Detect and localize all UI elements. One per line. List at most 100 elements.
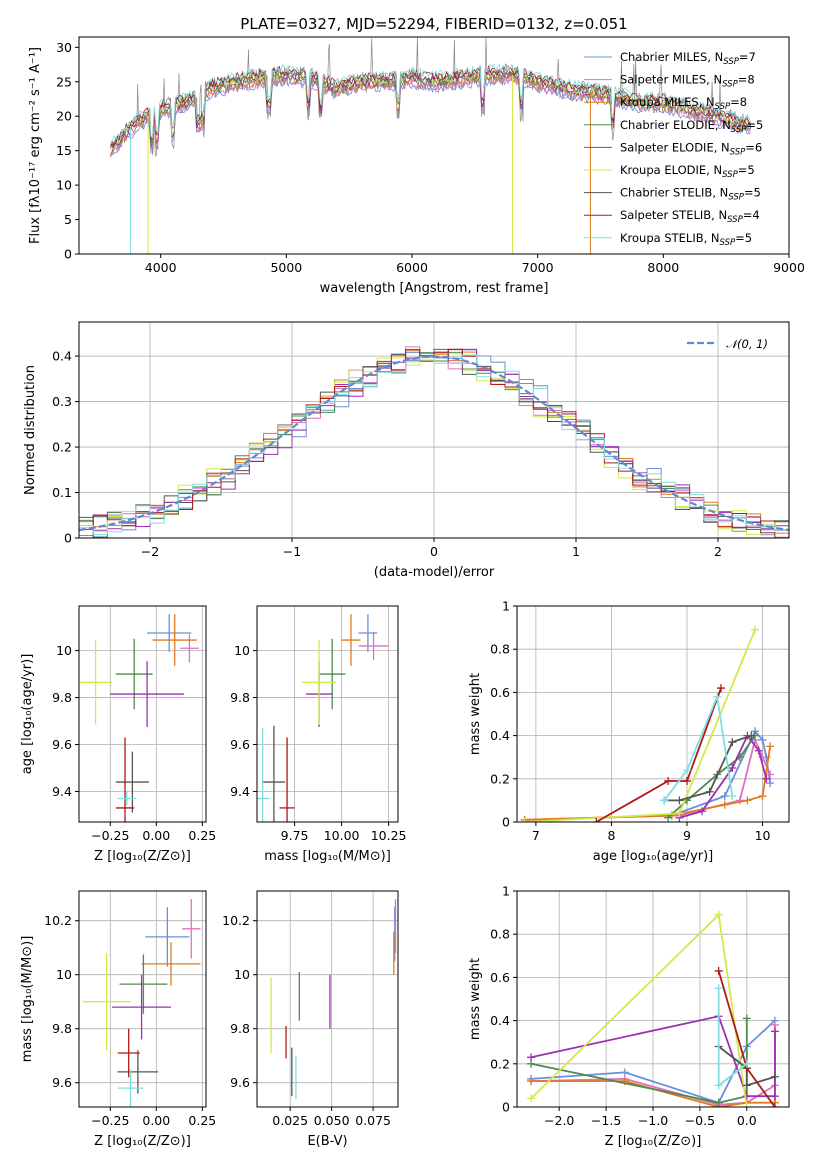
data-point (714, 1081, 723, 1090)
data-point (527, 1094, 536, 1103)
data-point (675, 809, 684, 818)
x-axis-label: E(B-V) (307, 1134, 347, 1149)
y-tick-label: 25 (56, 74, 72, 89)
y-tick-label: 0.2 (490, 771, 510, 786)
plot-area-mass-vs-Z (82, 899, 201, 1107)
data-point (705, 787, 714, 796)
model-spectrum-chabrier-elodie (110, 71, 752, 155)
panel-mass-vs-Z: −0.25 0.00 0.25 9.6 9.8 10 10.2 Z [log₁₀(Z/Z⊙)]… (20, 890, 216, 1149)
y-tick-label: 9.6 (230, 737, 250, 752)
y-tick-label: 0 (502, 1100, 510, 1115)
y-axis-label: mass [log₁₀(M/M⊙)] (20, 936, 35, 1063)
plot-area-age-vs-Z (79, 614, 199, 822)
data-point (770, 1092, 779, 1101)
y-axis-label: mass weight (468, 958, 483, 1040)
x-tick-label: 10.25 (371, 828, 407, 843)
data-point (728, 764, 737, 772)
errorbar-chabrier-stelib (117, 1050, 159, 1094)
panel-age-vs-Z: −0.25 0.00 0.25 9.4 9.6 9.8 10 Z [log₁₀(Z/Z⊙)] a… (20, 605, 216, 864)
x-tick-label: 0 (430, 544, 438, 559)
y-tick-label: 1 (502, 599, 510, 614)
x-axis-label: mass [log₁₀(M/M⊙)] (264, 849, 391, 864)
x-tick-label: −2 (141, 544, 159, 559)
y-tick-label: 9.8 (52, 690, 72, 705)
data-point (714, 966, 723, 975)
panel-age-vs-mass: 9.75 10.00 10.25 9.4 9.6 9.8 10 mass [log₁₀(M/M… (230, 605, 407, 864)
errorbar-salpeter-stelib (115, 737, 135, 822)
x-tick-label: 9.75 (281, 828, 309, 843)
legend-entry: Chabrier STELIB, NSSP=5 (620, 186, 761, 203)
errorbar-salpeter-elodie (110, 661, 184, 727)
y-axis-label: Normed distribution (23, 365, 38, 495)
x-tick-label: 0.075 (355, 1113, 391, 1128)
series-kroupa-miles (520, 742, 775, 822)
x-tick-label: 10 (755, 828, 771, 843)
y-tick-label: 0.3 (52, 394, 72, 409)
panel-mass-vs-EBV: 0.025 0.050 0.075 9.6 9.8 10 10.2 E(B-V) (222, 890, 399, 1149)
errorbar-salpeter-stelib (117, 1028, 140, 1078)
axes-frame (256, 890, 399, 1108)
data-point (664, 776, 673, 785)
axes-frame (256, 605, 399, 823)
errorbar-salpeter-stelib (279, 737, 295, 822)
x-tick-label: 0.0 (737, 1113, 757, 1128)
x-tick-label: −0.25 (91, 1113, 129, 1128)
legend-entry: Salpeter ELODIE, NSSP=6 (620, 140, 762, 157)
y-tick-label: 9.6 (52, 1075, 72, 1090)
legend-entry: Chabrier ELODIE, NSSP=5 (620, 118, 763, 135)
legend-entry: Kroupa ELODIE, NSSP=5 (620, 163, 755, 180)
series-kroupa-stelib (714, 984, 751, 1090)
model-spectrum-kroupa-stelib (110, 63, 752, 142)
x-tick-label: 0.050 (314, 1113, 350, 1128)
x-axis-label: Z [log₁₀(Z/Z⊙)] (94, 849, 191, 864)
series-salpeter-elodie (675, 731, 771, 822)
series-chabrier-stelib (660, 731, 756, 805)
x-tick-label: 9 (683, 828, 691, 843)
series-salpeter-miles (520, 735, 775, 822)
y-tick-label: 9.6 (230, 1075, 250, 1090)
y-tick-label: 0.4 (490, 1013, 510, 1028)
axes-frame (78, 36, 790, 255)
panel-weight-vs-Z: −2.0 −1.5 −1.0 −0.5 0.0 0 0.2 0.4 0.6 0.8 1 Z [log₁… (468, 884, 790, 1149)
x-tick-label: −0.5 (685, 1113, 715, 1128)
series-salpeter-stelib (714, 966, 779, 1107)
legend-entry: Salpeter STELIB, NSSP=4 (620, 208, 760, 225)
x-tick-label: 7 (532, 828, 540, 843)
data-point (742, 1081, 751, 1090)
y-tick-label: 9.8 (230, 1021, 250, 1036)
y-tick-label: 0 (64, 247, 72, 262)
plot-area-weight-vs-Z (527, 910, 779, 1107)
data-point (683, 776, 691, 785)
data-point (720, 792, 729, 801)
errorbar-kroupa-elodie (302, 640, 336, 725)
data-point (742, 1092, 751, 1101)
y-tick-label: 0.6 (490, 685, 510, 700)
x-tick-label: 1 (572, 544, 580, 559)
x-axis-label: age [log₁₀(age/yr)] (593, 849, 714, 864)
errorbar-kroupa-miles (141, 942, 201, 986)
data-point (728, 792, 737, 801)
panel-spectrum: 4000 5000 6000 7000 8000 9000 0 5 10 15 20 25 30 wave… (28, 36, 805, 296)
panel-weight-vs-age: 7 8 9 10 0 0.2 0.4 0.6 0.8 1 age [log₁₀(age/yr)] ma… (468, 599, 790, 864)
x-tick-label: 0.00 (142, 1113, 170, 1128)
legend-entry: 𝒩(0, 1) (726, 337, 768, 351)
y-tick-label: 30 (56, 40, 72, 55)
x-tick-label: −2.0 (544, 1113, 574, 1128)
data-point (742, 1014, 751, 1023)
y-tick-label: 0.2 (490, 1056, 510, 1071)
data-point (527, 1053, 536, 1062)
series-kroupa-elodie (527, 910, 751, 1107)
y-tick-label: 10.2 (44, 913, 72, 928)
legend: 𝒩(0, 1) (687, 337, 768, 351)
data-point (751, 625, 759, 634)
y-axis-label: mass weight (468, 673, 483, 755)
x-axis-label: wavelength [Angstrom, rest frame] (320, 281, 549, 296)
errorbar-kroupa-elodie (79, 640, 113, 725)
data-point (762, 774, 771, 783)
x-axis-label: Z [log₁₀(Z/Z⊙)] (605, 1134, 702, 1149)
errorbar-kroupa-stelib (257, 728, 271, 822)
model-spectrum-salpeter-miles (110, 74, 752, 156)
x-tick-label: −1 (283, 544, 301, 559)
data-point (758, 735, 767, 744)
x-tick-label: 0.25 (188, 828, 216, 843)
